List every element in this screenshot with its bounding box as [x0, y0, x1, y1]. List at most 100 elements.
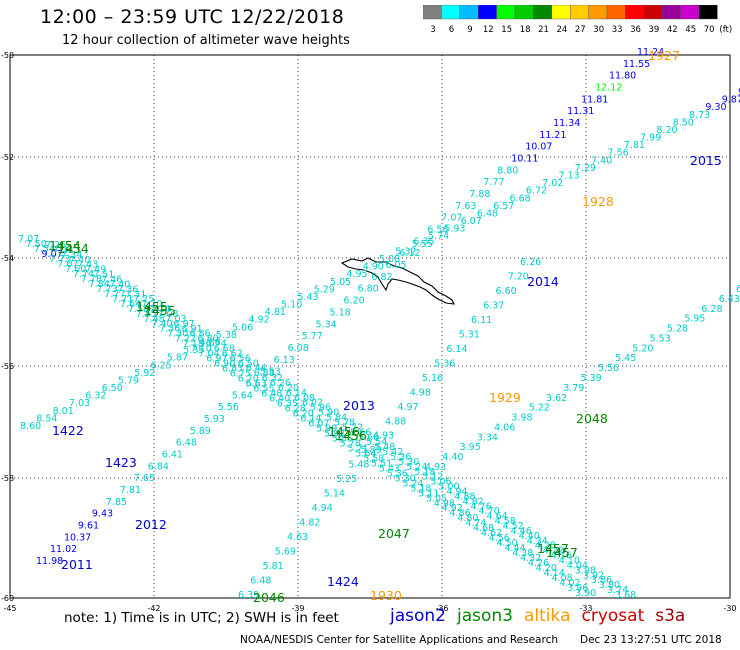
- wave-height-value: 7.81: [120, 485, 141, 496]
- wave-height-value: 11.02: [50, 544, 77, 555]
- wave-height-value: 6.14: [446, 344, 467, 355]
- wave-height-value: 6.07: [461, 216, 482, 227]
- wave-height-value: 5.66: [350, 427, 371, 438]
- wave-height-value: 5.24: [402, 478, 423, 489]
- wave-height-value: 5.39: [581, 373, 602, 384]
- wave-height-value: 5.78: [334, 418, 355, 429]
- wave-height-value: 4.88: [454, 491, 475, 502]
- colorbar-swatch: [423, 5, 442, 20]
- wave-height-value: 6.63: [246, 379, 267, 390]
- wave-height-value: 5.42: [382, 447, 403, 458]
- colorbar-tick: 9: [467, 25, 472, 35]
- colorbar-swatch: [569, 5, 589, 20]
- wave-height-value: 5.05: [330, 277, 351, 288]
- pass-time-label: 1456: [328, 424, 360, 439]
- wave-height-value: 5.45: [615, 353, 636, 364]
- colorbar-swatch: [625, 5, 644, 20]
- wave-height-value: 7.50: [26, 239, 47, 250]
- wave-height-value: 5.43: [379, 463, 400, 474]
- wave-height-value: 7.18: [183, 339, 204, 350]
- wave-height-value: 7.99: [640, 133, 661, 144]
- colorbar-tick: 3: [430, 25, 435, 35]
- wave-height-value: 5.14: [324, 489, 345, 500]
- wave-height-value: 7.13: [559, 171, 580, 182]
- wave-height-value: 9.07: [42, 249, 63, 260]
- wave-height-value: 5.43: [297, 292, 318, 303]
- colorbar-tick: 21: [538, 25, 549, 35]
- wave-height-value: 5.35: [183, 345, 204, 356]
- wave-height-value: 5.22: [529, 403, 550, 414]
- wave-height-value: 4.28: [535, 541, 556, 552]
- wave-height-value: 6.68: [214, 344, 235, 355]
- wave-height-value: 7.73: [49, 254, 70, 265]
- wave-height-value: 7.30: [167, 329, 188, 340]
- colorbar-tick: 39: [649, 25, 660, 35]
- legend-s3a: s3a: [655, 606, 686, 626]
- wave-height-value: 6.35: [413, 236, 434, 247]
- colorbar-tick: 15: [501, 25, 512, 35]
- wave-height-value: 3.90: [575, 588, 596, 599]
- colorbar-tick: 6: [449, 25, 454, 35]
- map-title: 12:00 – 23:59 UTC 12/22/2018: [40, 6, 345, 28]
- wave-height-value: 7.60: [65, 264, 86, 275]
- wave-height-value: 11.80: [609, 71, 636, 82]
- south-georgia-island: [340, 257, 455, 305]
- wave-height-value: 6.74: [206, 339, 227, 350]
- wave-height-value: 6.26: [520, 257, 541, 268]
- latitude-label: -54: [1, 254, 14, 263]
- wave-height-value: 6.60: [496, 286, 517, 297]
- wave-height-value: 6.26: [270, 378, 291, 389]
- wave-height-value: 6.05: [385, 260, 406, 271]
- wave-height-value: 10.07: [525, 142, 552, 153]
- wave-height-value: 7.77: [104, 289, 125, 300]
- colorbar-tick: 42: [667, 25, 678, 35]
- wave-height-value: 5.18: [330, 307, 351, 318]
- wave-height-value: 7.46: [101, 275, 122, 286]
- wave-height-value: 3.62: [546, 393, 567, 404]
- wave-height-value: 6.48: [250, 576, 271, 587]
- wave-height-value: 8.80: [497, 165, 518, 176]
- wave-height-value: 6.07: [308, 419, 329, 430]
- wave-height-value: 10.37: [64, 532, 91, 543]
- wave-height-value: 5.29: [314, 284, 335, 295]
- units-note: note: 1) Time is in UTC; 2) SWH is in fe…: [64, 610, 339, 626]
- pass-time-label: 2014: [527, 274, 559, 289]
- wave-height-value: 4.16: [551, 551, 572, 562]
- wave-height-value: 11.31: [567, 106, 594, 117]
- pass-time-label: 2046: [253, 590, 285, 605]
- wave-height-value: 6.75: [230, 369, 251, 380]
- wave-height-value: 3.98: [575, 565, 596, 576]
- colorbar-swatch: [441, 5, 460, 20]
- latitude-label: -50: [1, 51, 14, 60]
- wave-height-value: 6.12: [399, 248, 420, 259]
- colorbar-swatch: [514, 5, 534, 20]
- wave-height-value: 5.74: [428, 231, 449, 242]
- wave-height-value: 7.64: [120, 299, 141, 310]
- colorbar-tick: 27: [575, 25, 586, 35]
- wave-height-value: 4.02: [559, 578, 580, 589]
- colorbar-unit: (ft): [719, 25, 732, 35]
- wave-height-value: 6.37: [483, 300, 504, 311]
- wave-height-value: 4.40: [442, 452, 463, 463]
- wave-height-value: 5.51: [371, 458, 392, 469]
- wave-height-value: 9.99: [738, 87, 740, 98]
- pass-time-label: 1422: [52, 423, 84, 438]
- wave-height-value: 4.58: [495, 516, 516, 527]
- wave-height-value: 7.07: [18, 234, 39, 245]
- wave-height-value: 6.48: [477, 209, 498, 220]
- wave-height-value: 6.41: [162, 450, 183, 461]
- wave-height-value: 7.10: [191, 344, 212, 355]
- wave-height-value: 5.60: [358, 432, 379, 443]
- wave-height-value: 5.56: [598, 363, 619, 374]
- wave-height-value: 6.39: [238, 590, 259, 601]
- wave-height-value: 7.36: [117, 284, 138, 295]
- pass-time-label: 1424: [327, 574, 359, 589]
- wave-height-value: 7.02: [542, 178, 563, 189]
- wave-height-value: 4.97: [397, 402, 418, 413]
- wave-height-value: 6.62: [222, 349, 243, 360]
- wave-height-value: 7.20: [141, 299, 162, 310]
- wave-height-value: 6.20: [293, 409, 314, 420]
- wave-height-value: 7.26: [45, 240, 66, 251]
- wave-height-value: 7.34: [61, 250, 82, 261]
- wave-height-value: 6.20: [344, 296, 365, 307]
